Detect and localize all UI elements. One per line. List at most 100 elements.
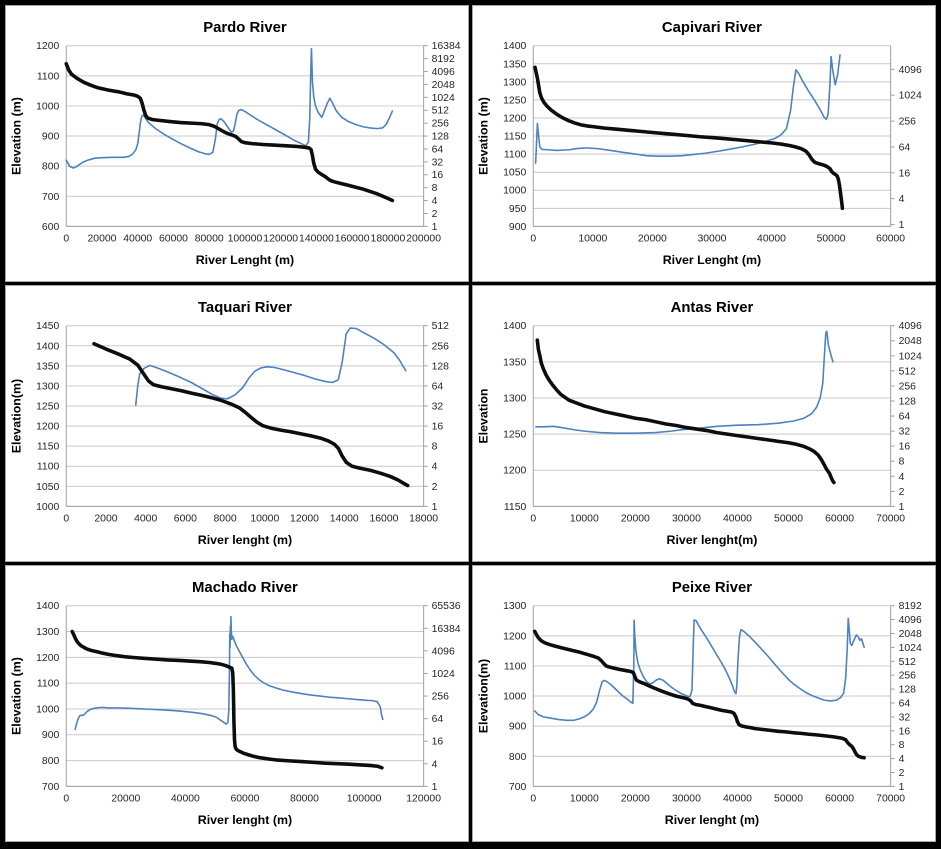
right-axis-label: 16 — [432, 170, 444, 181]
right-axis-label: 128 — [432, 132, 450, 143]
right-axis-label: 4 — [899, 194, 905, 205]
bottom-axis-label: 50000 — [774, 513, 803, 524]
bottom-axis-label: 10000 — [578, 233, 607, 244]
left-axis-label: 1250 — [36, 401, 59, 412]
right-axis-label: 128 — [899, 685, 917, 696]
y-axis-title: Elevation — [477, 389, 491, 444]
right-axis-label: 8192 — [899, 601, 922, 612]
right-axis-label: 65536 — [432, 601, 461, 612]
bottom-axis-label: 20000 — [111, 793, 140, 804]
bottom-axis-label: 40000 — [171, 793, 200, 804]
bottom-axis-label: 60000 — [230, 793, 259, 804]
bottom-axis-label: 14000 — [330, 513, 359, 524]
bottom-axis-label: 120000 — [263, 233, 298, 244]
bottom-axis-label: 160000 — [335, 233, 370, 244]
right-axis-label: 4096 — [899, 615, 922, 626]
right-axis-label: 1 — [432, 502, 438, 513]
left-axis-label: 1200 — [503, 466, 526, 477]
chart-svg-machado-river: 700 800 900 1000 1100 1200 1300 1400 0 20000 40000… — [10, 580, 461, 827]
right-axis-label: 8 — [432, 183, 438, 194]
left-axis-label: 1250 — [503, 95, 526, 106]
left-axis-label: 1300 — [503, 77, 526, 88]
right-axis-label: 16 — [432, 422, 444, 433]
chart-title: Pardo River — [203, 20, 287, 36]
right-axis-label: 4096 — [432, 67, 455, 78]
left-axis-label: 1300 — [503, 601, 526, 612]
bottom-axis-label: 6000 — [174, 513, 197, 524]
stream-index-line — [534, 54, 841, 164]
left-axis-label: 950 — [509, 204, 527, 215]
left-axis-label: 1150 — [504, 132, 527, 143]
chart-panel-capivari-river: 900 950 1000 1050 1100 1150 1200 1250 1300 1350 14… — [472, 5, 936, 282]
chart-svg-peixe-river: 700 800 900 1000 1100 1200 1300 0 10000 20000 3000… — [477, 580, 922, 827]
right-axis-label: 1024 — [432, 669, 455, 680]
left-axis-label: 1250 — [503, 430, 526, 441]
chart-svg-capivari-river: 9009501000105011001150120012501300135014… — [477, 20, 922, 267]
right-axis-label: 32 — [899, 712, 911, 723]
left-axis-label: 1150 — [504, 502, 527, 513]
right-axis-label: 4 — [899, 472, 905, 483]
left-axis-label: 1400 — [503, 321, 526, 332]
bottom-axis-label: 50000 — [774, 793, 803, 804]
left-axis-label: 800 — [42, 756, 60, 767]
right-axis-label: 4 — [432, 196, 438, 207]
bottom-axis-label: 140000 — [299, 233, 334, 244]
bottom-axis-label: 180000 — [371, 233, 406, 244]
right-axis-label: 8192 — [432, 54, 455, 65]
right-axis-label: 256 — [899, 117, 917, 128]
right-axis-label: 128 — [432, 361, 450, 372]
left-axis-label: 800 — [42, 162, 60, 173]
y-axis-title: Elevation (m) — [10, 657, 24, 735]
right-axis-label: 32 — [899, 427, 911, 438]
stream-index-line — [533, 617, 865, 722]
y-axis-title: Elevation(m) — [10, 379, 24, 453]
left-axis-label: 1050 — [503, 168, 526, 179]
left-axis-label: 1400 — [36, 601, 59, 612]
left-axis-label: 1400 — [36, 341, 59, 352]
left-axis-label: 1000 — [36, 101, 59, 112]
y-axis-title: Elevation(m) — [477, 659, 491, 733]
left-axis-label: 1100 — [37, 71, 60, 82]
right-axis-label: 1024 — [899, 643, 922, 654]
left-axis-label: 800 — [509, 752, 527, 763]
elevation-profile-line — [64, 61, 395, 203]
right-axis-label: 64 — [432, 144, 444, 155]
right-axis-label: 2048 — [899, 336, 922, 347]
bottom-axis-label: 30000 — [697, 233, 726, 244]
left-axis-label: 900 — [42, 132, 60, 143]
left-axis-label: 1350 — [36, 361, 59, 372]
x-axis-title: River lenght (m) — [198, 533, 292, 547]
elevation-profile-line — [535, 338, 836, 485]
chart-title: Peixe River — [672, 580, 752, 596]
left-axis-label: 1100 — [504, 150, 527, 161]
chart-svg-taquari-river: 1000 1050 1100 1150 1200 1250 1300 1350 1400 1450… — [10, 300, 450, 547]
left-axis-label: 1350 — [503, 59, 526, 70]
right-axis-label: 4 — [432, 759, 438, 770]
y-axis-title: Elevation (m) — [10, 97, 24, 175]
left-axis-label: 700 — [509, 782, 527, 793]
bottom-axis-label: 0 — [63, 793, 69, 804]
chart-panel-peixe-river: 700 800 900 1000 1100 1200 1300 0 10000 20000 3000… — [472, 565, 936, 842]
right-axis-label: 512 — [432, 321, 450, 332]
right-axis-label: 64 — [899, 698, 911, 709]
right-axis-label: 1 — [432, 222, 438, 233]
right-axis-label: 32 — [432, 157, 444, 168]
right-axis-label: 128 — [899, 396, 917, 407]
bottom-axis-label: 0 — [530, 793, 536, 804]
chart-panel-pardo-river: 600 700 800 900 1000 1100 1200 0 20000 40000 60000… — [5, 5, 469, 282]
left-axis-label: 1000 — [503, 186, 526, 197]
bottom-axis-label: 0 — [530, 233, 536, 244]
right-axis-label: 512 — [899, 657, 917, 668]
left-axis-label: 900 — [509, 722, 527, 733]
elevation-profile-line — [532, 629, 866, 760]
stream-index-line — [134, 327, 407, 406]
right-axis-label: 1 — [899, 782, 905, 793]
chart-title: Taquari River — [198, 300, 292, 316]
right-axis-label: 1024 — [899, 351, 922, 362]
right-axis-label: 2048 — [899, 629, 922, 640]
right-axis-label: 256 — [432, 119, 450, 130]
right-axis-label: 256 — [899, 671, 917, 682]
left-axis-label: 1450 — [36, 321, 59, 332]
bottom-axis-label: 4000 — [134, 513, 157, 524]
bottom-axis-label: 16000 — [369, 513, 398, 524]
